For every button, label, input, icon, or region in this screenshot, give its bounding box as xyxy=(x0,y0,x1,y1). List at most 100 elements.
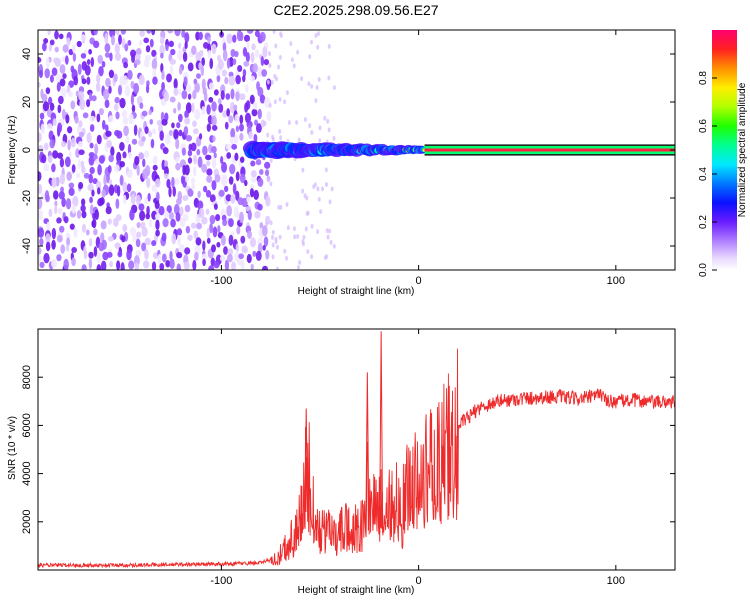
spectrogram-noise-cell xyxy=(56,234,63,243)
spectrogram-noise-cell xyxy=(46,221,51,232)
spectrogram-noise-cell xyxy=(254,30,260,38)
spectrogram-noise-cell xyxy=(223,185,229,193)
spectrogram-noise-cell xyxy=(135,194,141,206)
spectrogram-y-axis-label: Frequency (Hz) xyxy=(7,116,18,185)
spectrogram-noise-cell xyxy=(155,229,160,237)
spectrogram-noise-cell xyxy=(271,254,275,260)
spectrogram-noise-cell xyxy=(126,249,132,261)
spectrogram-noise-cell xyxy=(206,175,213,183)
spectrogram-noise-cell xyxy=(59,225,65,233)
spectrogram-noise-cell xyxy=(262,244,266,251)
spectrogram-noise-cell xyxy=(296,264,300,270)
spectrogram-noise-cell xyxy=(271,242,275,248)
spectrogram-noise-cell xyxy=(152,155,158,165)
spectrogram-noise-cell xyxy=(178,244,185,254)
spectrogram-noise-cell xyxy=(43,38,49,44)
spectrogram-noise-cell xyxy=(109,260,114,268)
spectrogram-noise-cell xyxy=(39,112,45,120)
spectrogram-noise-cell xyxy=(154,201,160,209)
spectrogram-noise-cell xyxy=(257,108,262,120)
spectrogram-noise-cell xyxy=(169,64,174,75)
spectrogram-noise-cell xyxy=(89,204,94,216)
spectrogram-noise-cell xyxy=(257,237,264,246)
spectrogram-noise-cell xyxy=(249,237,256,248)
spectrogram-noise-cell xyxy=(187,234,193,241)
spectrogram-noise-cell xyxy=(49,74,54,83)
spectrogram-noise-cell xyxy=(129,49,137,58)
spectrogram-noise-cell xyxy=(121,109,128,118)
spectrogram-noise-cell xyxy=(211,244,216,253)
spectrogram-noise-cell xyxy=(261,225,268,237)
spectrogram-noise-cell xyxy=(178,42,182,49)
spectrogram-noise-cell xyxy=(203,91,208,102)
spectrogram-noise-cell xyxy=(81,78,87,85)
spectrogram-noise-cell xyxy=(254,210,261,219)
spectrogram-noise-cell xyxy=(230,128,236,139)
spectrogram-noise-cell xyxy=(85,229,90,236)
spectrogram-noise-cell xyxy=(323,255,327,261)
spectrogram-noise-cell xyxy=(143,58,150,68)
spectrogram-noise-cell xyxy=(143,150,150,159)
spectrogram-noise-cell xyxy=(211,115,217,127)
spectrogram-noise-cell xyxy=(296,49,300,55)
spectrogram-noise-cell xyxy=(187,149,193,157)
spectrogram-noise-cell xyxy=(253,133,258,143)
snr-axes: -100 0 100 2000 4000 6000 8000 xyxy=(21,329,675,587)
spectrogram-noise-cell xyxy=(84,64,91,76)
spectrogram-noise-cell xyxy=(74,115,79,124)
spectrogram-noise-cell xyxy=(57,104,62,114)
spectrogram-noise-cell xyxy=(108,154,114,163)
spectrogram-noise-cell xyxy=(117,250,123,258)
spectrogram-noise-cell xyxy=(92,178,98,185)
spectrogram-noise-cell xyxy=(173,203,180,215)
snr-line xyxy=(38,348,675,569)
spectrogram-noise-cell xyxy=(53,190,59,200)
spectrogram-noise-cell xyxy=(326,118,330,124)
spectrogram-noise-cell xyxy=(43,252,50,264)
spectrogram-noise-cell xyxy=(68,151,72,159)
spectrogram-noise-cell xyxy=(260,55,265,67)
spectrogram-noise-cell xyxy=(201,253,208,260)
spectrogram-noise-cell xyxy=(96,134,102,145)
spectrogram-noise-cell xyxy=(269,181,273,187)
spectrogram-noise-cell xyxy=(249,187,255,198)
spectrogram-noise-cell xyxy=(68,182,75,189)
spectrogram-noise-cell xyxy=(224,76,229,85)
spectrogram-noise-cell xyxy=(123,194,127,205)
spectrogram-noise-cell xyxy=(38,145,44,153)
spectrogram-y-tick-label: -40 xyxy=(21,238,33,254)
spectrogram-noise-cell xyxy=(101,60,106,68)
spectrogram-noise-cell xyxy=(178,66,183,75)
spectrogram-noise-cell xyxy=(61,197,66,208)
spectrogram-noise-cell xyxy=(138,39,143,46)
spectrogram-noise-cell xyxy=(58,191,65,200)
spectrogram-noise-cell xyxy=(268,63,272,69)
spectrogram-noise-cell xyxy=(83,172,90,179)
spectrogram-noise-cell xyxy=(98,66,104,77)
spectrogram-noise-cell xyxy=(240,260,245,270)
spectrogram-noise-cell xyxy=(98,108,104,116)
spectrogram-noise-cell xyxy=(89,142,94,149)
spectrogram-noise-cell xyxy=(157,253,162,265)
spectrogram-noise-cell xyxy=(165,44,169,52)
spectrogram-noise-cell xyxy=(108,179,113,185)
spectrogram-noise-cell xyxy=(326,234,330,240)
spectrogram-noise-cell xyxy=(332,135,336,141)
spectrogram-noise-cell xyxy=(176,228,183,236)
spectrogram-noise-cell xyxy=(179,206,184,217)
spectrogram-noise-cell xyxy=(185,84,192,93)
spectrogram-noise-cell xyxy=(184,204,191,213)
spectrogram-noise-cell xyxy=(195,213,201,224)
spectrogram-noise-cell xyxy=(182,195,189,201)
spectrogram-noise-cell xyxy=(327,75,331,81)
spectrogram-noise-cell xyxy=(86,132,92,144)
spectrogram-noise-cell xyxy=(146,205,150,216)
spectrogram-noise-cell xyxy=(252,101,258,110)
spectrogram-noise-cell xyxy=(97,54,103,64)
spectrogram-noise-cell xyxy=(257,66,263,78)
spectrogram-noise-cell xyxy=(217,59,224,70)
colorbar-tick-label: 0.8 xyxy=(698,71,709,85)
spectrogram-noise-cell xyxy=(63,216,69,224)
spectrogram-noise-cell xyxy=(224,121,229,130)
spectrogram-noise-cell xyxy=(145,213,151,220)
